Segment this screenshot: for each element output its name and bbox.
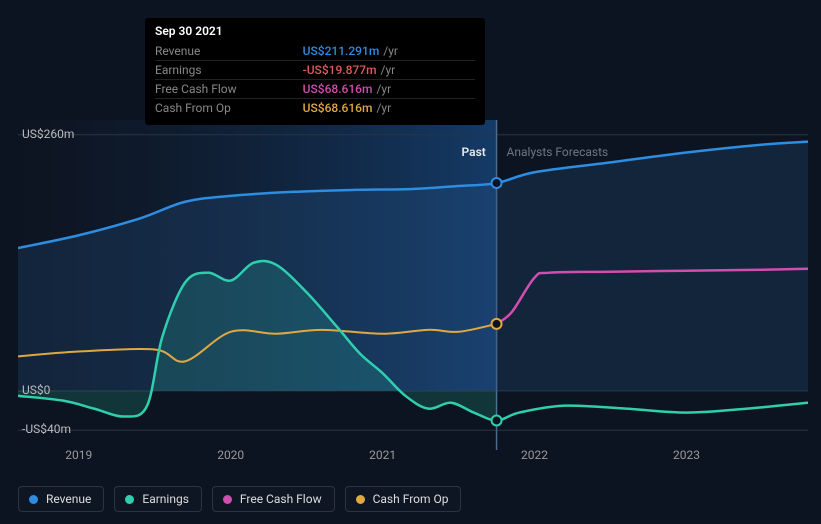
legend-label: Revenue: [46, 492, 91, 506]
x-axis-label: 2020: [217, 448, 244, 462]
legend-item-revenue[interactable]: Revenue: [18, 486, 104, 512]
legend-dot: [223, 495, 232, 504]
legend-dot: [29, 495, 38, 504]
tooltip-row-value: -US$19.877m: [303, 63, 377, 77]
legend-item-earnings[interactable]: Earnings: [114, 486, 202, 512]
tooltip-row-label: Free Cash Flow: [155, 80, 303, 99]
chart: [18, 120, 808, 450]
tooltip: Sep 30 2021 RevenueUS$211.291m/yrEarning…: [145, 18, 485, 125]
legend: Revenue Earnings Free Cash Flow Cash From O…: [18, 486, 461, 512]
tooltip-row-unit: /yr: [379, 44, 398, 58]
section-label-past: Past: [462, 145, 486, 159]
tooltip-row-label: Revenue: [155, 42, 303, 61]
tooltip-row-value: US$211.291m: [303, 44, 380, 58]
legend-label: Earnings: [142, 492, 189, 506]
chart-svg: [18, 120, 808, 450]
tooltip-date: Sep 30 2021: [155, 24, 475, 38]
tooltip-row-unit: /yr: [377, 63, 396, 77]
marker: [492, 178, 502, 188]
x-axis-label: 2023: [673, 448, 700, 462]
x-axis-label: 2019: [65, 448, 92, 462]
legend-dot: [125, 495, 134, 504]
tooltip-row-unit: /yr: [372, 82, 391, 96]
legend-label: Cash From Op: [373, 492, 449, 506]
marker: [492, 415, 502, 425]
tooltip-row: RevenueUS$211.291m/yr: [155, 42, 475, 61]
tooltip-table: RevenueUS$211.291m/yrEarnings-US$19.877m…: [155, 42, 475, 117]
y-axis-label: -US$40m: [22, 422, 71, 436]
tooltip-row-label: Earnings: [155, 61, 303, 80]
marker: [492, 319, 502, 329]
section-label-future: Analysts Forecasts: [507, 145, 609, 159]
tooltip-row-unit: /yr: [372, 101, 391, 115]
tooltip-row: Free Cash FlowUS$68.616m/yr: [155, 80, 475, 99]
legend-label: Free Cash Flow: [240, 492, 322, 506]
x-axis-label: 2021: [369, 448, 396, 462]
tooltip-row-label: Cash From Op: [155, 99, 303, 118]
legend-dot: [356, 495, 365, 504]
tooltip-row: Earnings-US$19.877m/yr: [155, 61, 475, 80]
x-axis-label: 2022: [521, 448, 548, 462]
tooltip-row-value: US$68.616m: [303, 82, 373, 96]
legend-item-fcf[interactable]: Free Cash Flow: [212, 486, 335, 512]
tooltip-row: Cash From OpUS$68.616m/yr: [155, 99, 475, 118]
y-axis-label: US$260m: [22, 127, 74, 141]
legend-item-cashop[interactable]: Cash From Op: [345, 486, 462, 512]
tooltip-row-value: US$68.616m: [303, 101, 373, 115]
y-axis-label: US$0: [22, 383, 50, 397]
